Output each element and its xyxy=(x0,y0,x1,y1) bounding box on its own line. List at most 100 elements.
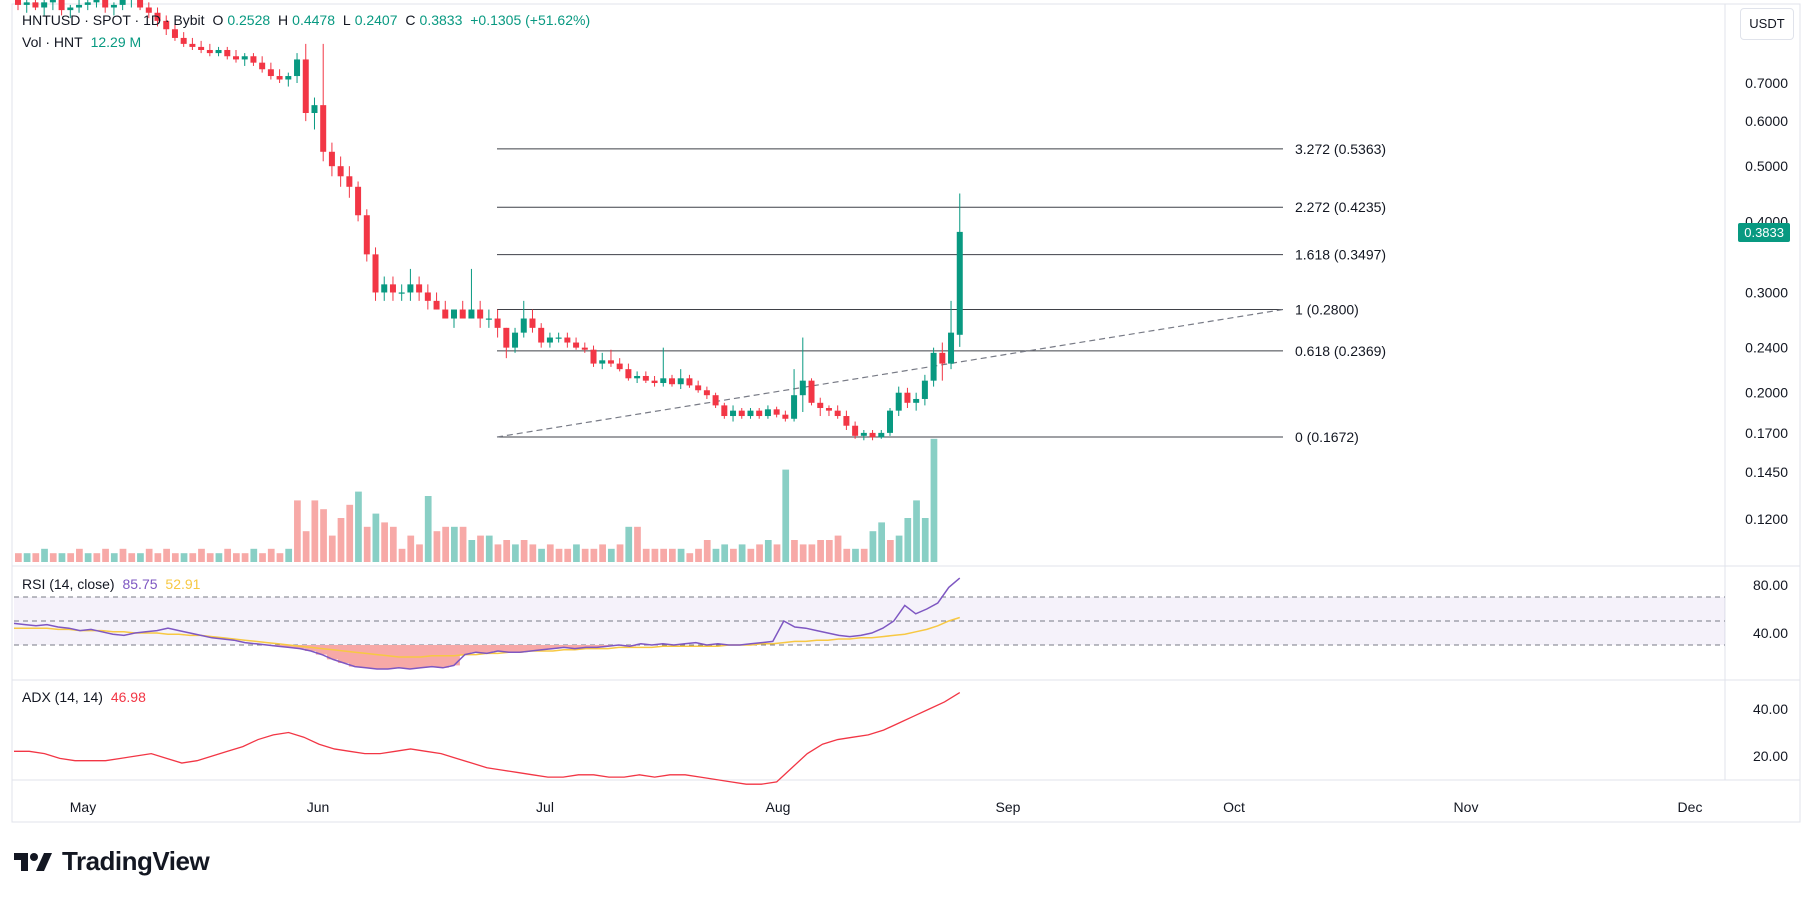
volume-bar xyxy=(180,553,188,562)
volume-bar xyxy=(738,544,746,562)
volume-bar xyxy=(695,548,702,562)
volume-bar xyxy=(416,544,423,562)
rsi-label[interactable]: RSI (14, close) xyxy=(22,576,115,592)
volume-bar xyxy=(32,553,40,562)
volume-bar xyxy=(782,469,790,562)
candle-body xyxy=(93,0,100,3)
candle-body xyxy=(215,49,222,54)
candle-body xyxy=(860,432,867,436)
ohlc-legend: HNTUSD · SPOT · 1D · Bybit O 0.2528 H 0.44… xyxy=(22,12,594,28)
candle-body xyxy=(773,409,780,415)
volume-label[interactable]: Vol · HNT xyxy=(22,34,83,50)
volume-bar xyxy=(573,544,580,562)
rsi-axis-label: 40.00 xyxy=(1753,625,1788,641)
volume-bar xyxy=(834,535,842,562)
candle-body xyxy=(58,0,65,11)
candle-body xyxy=(267,69,274,77)
volume-bar xyxy=(58,553,66,562)
rsi-ma-value: 52.91 xyxy=(165,576,201,592)
fib-level-label: 1 (0.2800) xyxy=(1295,302,1359,318)
candle-body xyxy=(939,352,946,364)
candle-body xyxy=(695,385,702,391)
brand-name: TradingView xyxy=(62,846,210,876)
price-axis-label: 0.1700 xyxy=(1745,425,1788,441)
candle-body xyxy=(904,392,911,403)
candle-body xyxy=(651,380,658,384)
volume-bar xyxy=(355,491,362,562)
candle-body xyxy=(808,380,815,403)
candle-body xyxy=(791,395,798,419)
candle-body xyxy=(738,410,745,417)
adx-label[interactable]: ADX (14, 14) xyxy=(22,689,103,705)
volume-bar xyxy=(546,544,554,562)
open-value: 0.2528 xyxy=(227,12,271,28)
volume-bar xyxy=(110,553,118,562)
time-axis-label: Sep xyxy=(996,799,1021,815)
candle-body xyxy=(451,309,457,319)
volume-bars xyxy=(15,438,938,562)
volume-bar xyxy=(520,540,528,562)
candle-body xyxy=(32,2,39,8)
rsi-line xyxy=(13,577,961,670)
candle-body xyxy=(782,414,789,419)
candle-body xyxy=(686,378,693,386)
volume-bar xyxy=(189,553,197,562)
candle-body xyxy=(730,410,737,417)
volume-bar xyxy=(102,548,109,562)
fib-level-label: 0.618 (0.2369) xyxy=(1295,343,1386,359)
volume-bar xyxy=(590,548,598,562)
candle-body xyxy=(23,2,30,5)
volume-bar xyxy=(250,548,258,562)
candle-body xyxy=(913,398,920,403)
candle-body xyxy=(634,375,641,379)
price-axis-label: 0.6000 xyxy=(1745,113,1788,129)
candle-body xyxy=(15,0,21,5)
volume-bar xyxy=(625,526,633,562)
candle-body xyxy=(250,56,257,63)
candle-body xyxy=(84,2,91,5)
fib-level-label: 3.272 (0.5363) xyxy=(1295,141,1386,157)
fibonacci-levels[interactable]: 3.272 (0.5363) 2.272 (0.4235) 1.618 (0.349… xyxy=(496,141,1386,445)
candle-body xyxy=(110,4,117,8)
brand[interactable]: TradingView xyxy=(14,846,210,877)
symbol-label[interactable]: HNTUSD · SPOT · 1D · Bybit xyxy=(22,12,205,28)
volume-bar xyxy=(267,548,275,562)
volume-bar xyxy=(503,540,511,562)
time-axis-label: Dec xyxy=(1678,799,1703,815)
volume-bar xyxy=(634,526,641,562)
volume-bar xyxy=(747,548,755,562)
volume-bar xyxy=(459,526,467,562)
candle-body xyxy=(564,337,571,343)
adx-line xyxy=(14,692,961,785)
volume-bar xyxy=(825,540,833,562)
candle-body xyxy=(930,352,937,381)
candle-body xyxy=(616,363,623,370)
candle-body xyxy=(878,432,885,438)
volume-bar xyxy=(712,548,720,562)
volume-bar xyxy=(76,548,83,562)
candle-body xyxy=(381,284,388,293)
candle-body xyxy=(555,337,562,339)
rsi-axis-label: 80.00 xyxy=(1753,577,1788,593)
candle-body xyxy=(468,309,475,319)
volume-bar xyxy=(198,548,205,562)
volume-bar xyxy=(119,548,127,562)
close-value: 0.3833 xyxy=(419,12,463,28)
adx-value: 46.98 xyxy=(110,689,146,705)
volume-bar xyxy=(599,544,606,562)
volume-bar xyxy=(137,553,144,562)
candle-body xyxy=(180,37,187,44)
candle-body xyxy=(573,342,580,348)
volume-bar xyxy=(381,522,388,562)
candle-body xyxy=(320,105,327,152)
candle-body xyxy=(852,425,859,436)
time-axis-label: Oct xyxy=(1223,799,1245,815)
currency-button[interactable]: USDT xyxy=(1740,8,1794,40)
volume-bar xyxy=(703,540,711,562)
candle-body xyxy=(171,29,178,38)
volume-bar xyxy=(677,548,685,562)
volume-bar xyxy=(442,526,449,562)
candle-body xyxy=(372,254,379,293)
candlesticks[interactable] xyxy=(15,0,963,441)
